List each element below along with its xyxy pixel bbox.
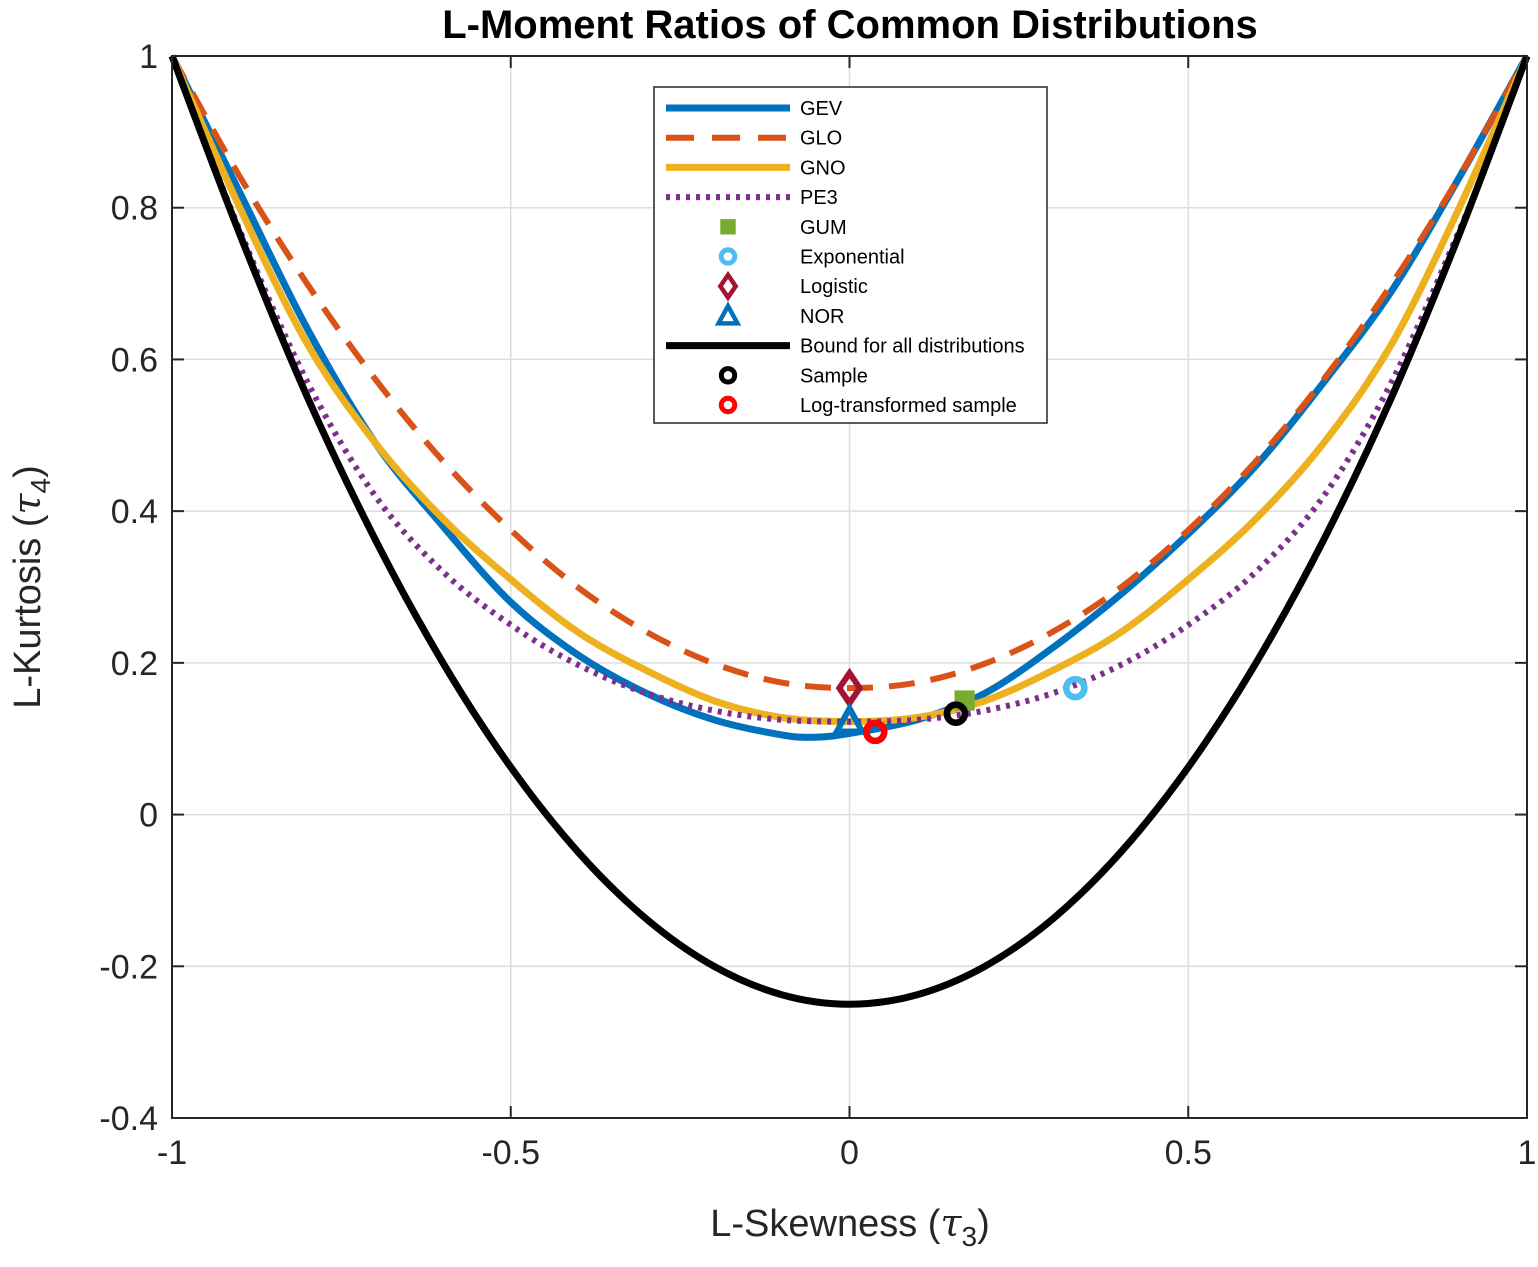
x-ticks: -1 -0.5 0 0.5 1 (157, 56, 1537, 1172)
series-line-bound-for-all-distributions (168, 54, 1531, 1008)
legend-label-nor: NOR (800, 306, 844, 328)
legend-label-sample: Sample (800, 365, 868, 387)
x-axis-label-text: L-Skewness ( (710, 1203, 941, 1245)
x-axis-label-close: ) (977, 1203, 990, 1245)
y-tick-label: -0.2 (99, 948, 158, 986)
x-tick-label: 1 (1518, 1134, 1537, 1172)
legend-sample-log-transformed-sample (718, 395, 738, 415)
y-ticks: -0.4 -0.2 0 0.2 0.4 0.6 0.8 1 (99, 38, 1527, 1138)
legend-label-gev: GEV (800, 98, 843, 120)
legend-sample-gum (720, 219, 736, 235)
series-marker-nor (831, 702, 868, 735)
legend-sample-logistic (717, 270, 739, 302)
x-axis-label-sub: 3 (962, 1221, 978, 1252)
legend-label-log-transformed-sample: Log-transformed sample (800, 395, 1017, 417)
y-axis-label-text: L-Kurtosis ( (7, 514, 49, 709)
y-axis-label-sub: 4 (25, 478, 56, 494)
legend-label-gum: GUM (800, 217, 847, 239)
series-layer (168, 54, 1531, 1008)
y-tick-label: 1 (139, 38, 158, 76)
legend-sample-exponential (718, 247, 738, 266)
x-axis-label: L-Skewness (τ3) (710, 1201, 989, 1252)
y-axis-label-symbol: τ (5, 492, 49, 514)
y-tick-label: 0.6 (111, 341, 158, 379)
legend-label-gno: GNO (800, 157, 846, 179)
y-tick-label: 0.4 (111, 493, 158, 531)
legend-label-glo: GLO (800, 128, 842, 150)
legend-sample-sample (718, 366, 738, 385)
x-axis-label-symbol: τ (940, 1201, 962, 1245)
y-tick-label: -0.4 (99, 1100, 158, 1138)
x-tick-label: 0.5 (1165, 1134, 1212, 1172)
series-marker-log-transformed-sample (862, 719, 888, 745)
y-axis-label-close: ) (7, 465, 49, 478)
series-line-glo (169, 54, 1530, 692)
legend-sample-nor (714, 301, 742, 326)
legend-label-logistic: Logistic (800, 276, 868, 298)
y-tick-label: 0.8 (111, 190, 158, 228)
x-tick-label: 0 (840, 1134, 859, 1172)
x-tick-label: -0.5 (481, 1134, 540, 1172)
series-marker-sample (943, 701, 969, 726)
x-tick-label: -1 (157, 1134, 187, 1172)
series-marker-exponential (1063, 675, 1088, 701)
chart-title: L-Moment Ratios of Common Distributions (442, 3, 1258, 47)
legend-label-pe3: PE3 (800, 187, 838, 209)
y-axis-label: L-Kurtosis (τ4) (5, 465, 56, 709)
legend-label-exponential: Exponential (800, 247, 905, 269)
y-tick-label: 0 (139, 797, 158, 835)
y-tick-label: 0.2 (111, 645, 158, 683)
legend-label-bound-for-all-distributions: Bound for all distributions (800, 336, 1025, 358)
legend: GEV GLO GNO PE3 GUM Exponential Logistic NOR Bou… (653, 86, 1048, 424)
